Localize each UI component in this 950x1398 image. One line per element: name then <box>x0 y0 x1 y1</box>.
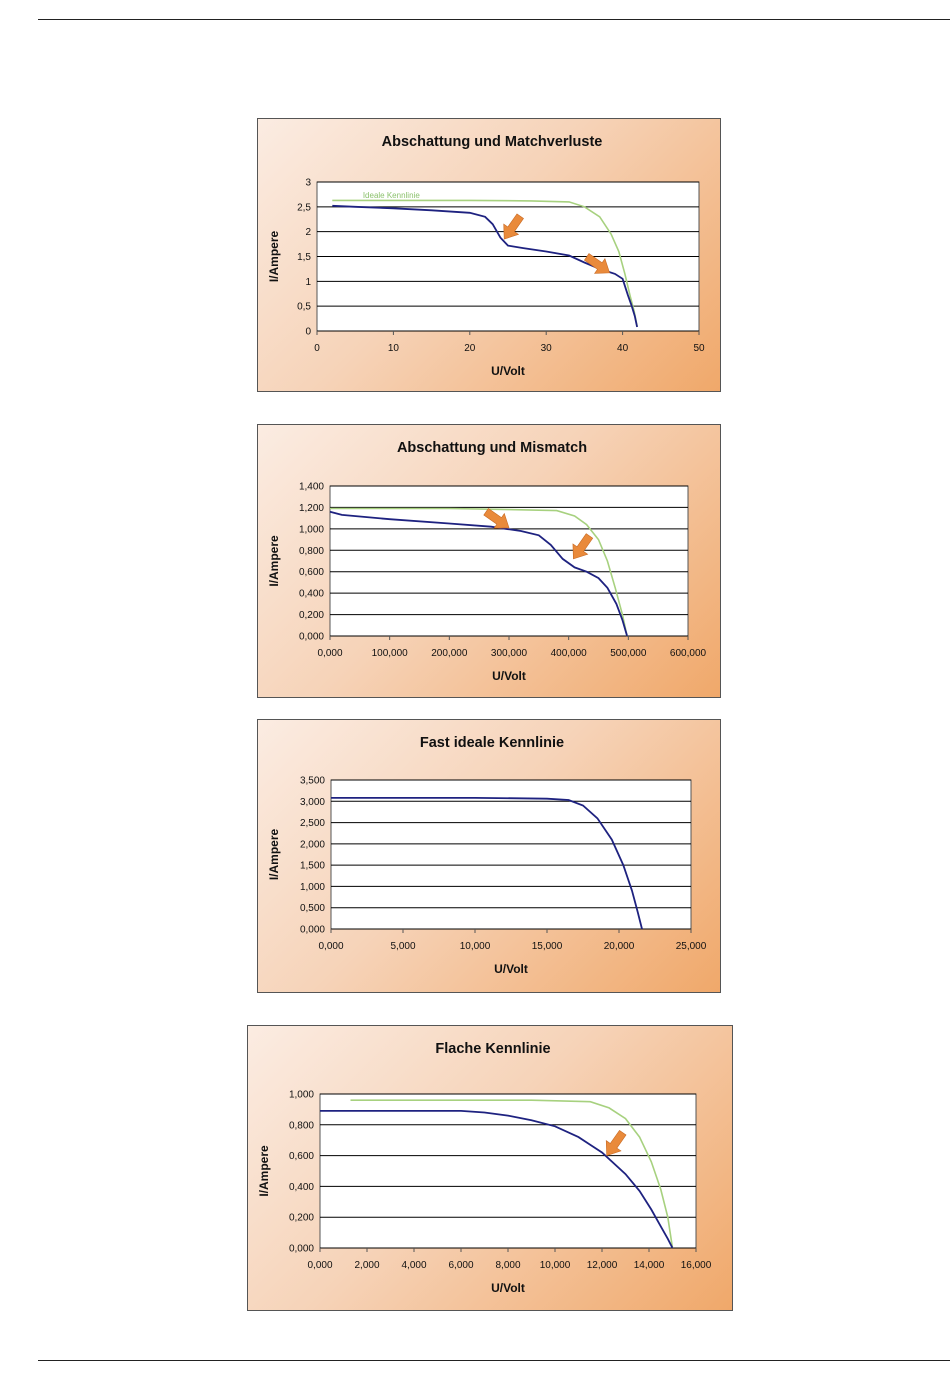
plot-area <box>319 1093 697 1249</box>
x-tick-label: 14,000 <box>634 1260 665 1271</box>
x-tick-label: 15,000 <box>532 941 563 952</box>
x-tick-label: 4,000 <box>401 1260 426 1271</box>
x-tick-label: 20,000 <box>604 941 635 952</box>
y-axis-label: I/Ampere <box>257 1145 271 1197</box>
measured-curve <box>332 204 638 328</box>
annotation-arrow <box>572 533 594 560</box>
y-tick-label: 2 <box>305 227 311 238</box>
x-tick-label: 400,000 <box>551 648 588 659</box>
y-tick-label: 0,600 <box>289 1151 314 1162</box>
annotation-arrow <box>605 1129 627 1157</box>
x-tick-label: 0,000 <box>317 648 342 659</box>
x-tick-label: 0,000 <box>307 1260 332 1271</box>
y-tick-label: 0,200 <box>289 1213 314 1224</box>
plot-area <box>330 779 692 930</box>
y-tick-label: 0,400 <box>299 589 324 600</box>
x-tick-label: 5,000 <box>390 941 415 952</box>
x-tick-label: 12,000 <box>587 1260 618 1271</box>
x-axis-label: U/Volt <box>491 364 525 378</box>
footer-rule <box>38 1360 950 1361</box>
y-tick-label: 0,200 <box>299 610 324 621</box>
y-tick-label: 2,5 <box>297 202 311 213</box>
x-tick-label: 20 <box>464 343 476 354</box>
chart-panel-mismatch: Abschattung und Mismatch 0,000 0,200 0,400 0… <box>257 424 721 698</box>
annotation-arrow <box>503 213 524 240</box>
x-tick-label: 8,000 <box>495 1260 520 1271</box>
y-tick-label: 3 <box>305 178 311 189</box>
y-axis-label: I/Ampere <box>267 535 281 587</box>
x-tick-label: 0,000 <box>318 941 343 952</box>
x-axis-label: U/Volt <box>491 1281 525 1295</box>
chart-panel-flache: Flache Kennlinie 0,000 0,200 0,400 0,600 0,80… <box>247 1025 733 1311</box>
header-rule <box>38 19 950 20</box>
measured-curve <box>329 510 628 637</box>
chart-svg: Abschattung und Matchverluste 0 0,5 1 1,5 2 2,… <box>267 134 705 378</box>
y-tick-label: 0,000 <box>300 925 325 936</box>
x-tick-label: 200,000 <box>431 648 468 659</box>
y-axis-label: I/Ampere <box>267 829 281 881</box>
chart-title: Abschattung und Mismatch <box>397 440 587 456</box>
y-tick-label: 1,000 <box>300 882 325 893</box>
plot-area <box>329 485 689 637</box>
x-tick-label: 500,000 <box>610 648 647 659</box>
y-tick-label: 3,000 <box>300 797 325 808</box>
x-tick-label: 16,000 <box>681 1260 712 1271</box>
x-tick-label: 300,000 <box>491 648 528 659</box>
x-tick-label: 10 <box>388 343 400 354</box>
y-tick-label: 1,400 <box>299 482 324 493</box>
y-tick-label: 0,600 <box>299 567 324 578</box>
x-tick-label: 25,000 <box>676 941 707 952</box>
y-tick-label: 1,200 <box>299 503 324 514</box>
chart-panel-matchverluste: Abschattung und Matchverluste 0 0,5 1 1,5 2 2,… <box>257 118 721 392</box>
chart-title: Abschattung und Matchverluste <box>382 134 603 150</box>
y-tick-label: 0,5 <box>297 302 311 313</box>
annotation-arrow <box>483 508 510 529</box>
y-axis-label: I/Ampere <box>267 231 281 283</box>
chart-title: Fast ideale Kennlinie <box>420 735 564 751</box>
y-tick-label: 0 <box>305 327 311 338</box>
ideal-curve <box>350 1099 674 1249</box>
y-tick-label: 1,5 <box>297 252 311 263</box>
ideal-curve <box>330 507 628 637</box>
chart-title: Flache Kennlinie <box>435 1041 550 1057</box>
chart-svg: Abschattung und Mismatch 0,000 0,200 0,400 0… <box>267 440 707 683</box>
x-tick-label: 600,000 <box>670 648 707 659</box>
y-tick-label: 2,500 <box>300 818 325 829</box>
x-tick-label: 40 <box>617 343 629 354</box>
x-tick-label: 6,000 <box>448 1260 473 1271</box>
x-tick-label: 10,000 <box>540 1260 571 1271</box>
x-axis-label: U/Volt <box>492 669 526 683</box>
x-tick-label: 100,000 <box>372 648 409 659</box>
measured-curve <box>331 797 643 930</box>
y-tick-label: 0,800 <box>299 546 324 557</box>
annotation-arrow <box>583 253 611 274</box>
y-tick-label: 1,000 <box>299 524 324 535</box>
x-tick-label: 0 <box>314 343 320 354</box>
y-tick-label: 0,500 <box>300 903 325 914</box>
ideal-curve <box>332 199 638 327</box>
chart-svg: Fast ideale Kennlinie 0,000 0,500 1,000 1,50… <box>267 735 707 976</box>
y-tick-label: 0,000 <box>289 1244 314 1255</box>
y-tick-label: 0,800 <box>289 1120 314 1131</box>
y-tick-label: 0,400 <box>289 1182 314 1193</box>
y-tick-label: 3,500 <box>300 776 325 787</box>
curve-annotation: Ideale Kennlinie <box>363 191 420 200</box>
chart-panel-fast-ideal: Fast ideale Kennlinie 0,000 0,500 1,000 1,50… <box>257 719 721 993</box>
measured-curve <box>320 1110 674 1249</box>
y-tick-label: 1 <box>305 277 311 288</box>
chart-svg: Flache Kennlinie 0,000 0,200 0,400 0,600 0,80… <box>257 1041 712 1295</box>
x-tick-label: 2,000 <box>354 1260 379 1271</box>
y-tick-label: 0,000 <box>299 632 324 643</box>
x-tick-label: 50 <box>693 343 705 354</box>
y-tick-label: 1,000 <box>289 1090 314 1101</box>
x-tick-label: 30 <box>541 343 553 354</box>
x-tick-label: 10,000 <box>460 941 491 952</box>
x-axis-label: U/Volt <box>494 962 528 976</box>
y-tick-label: 2,000 <box>300 839 325 850</box>
y-tick-label: 1,500 <box>300 861 325 872</box>
